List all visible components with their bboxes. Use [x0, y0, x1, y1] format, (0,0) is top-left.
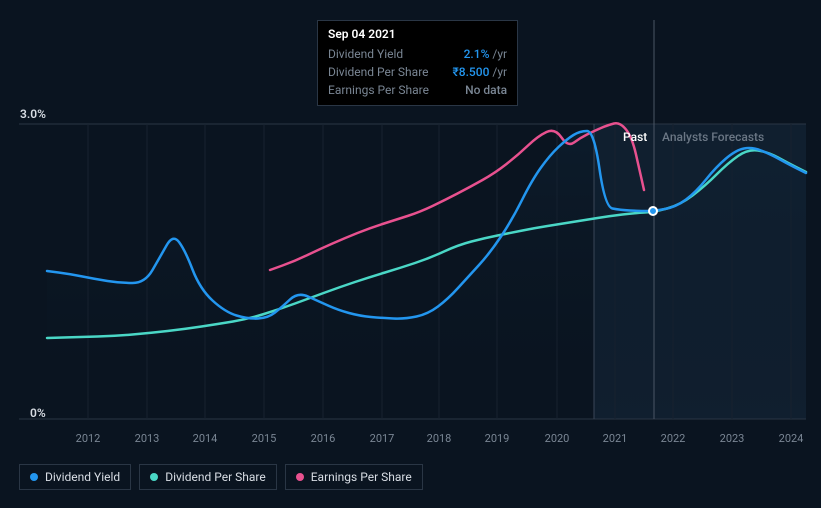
tooltip-row: Dividend Per Share₹8.500 /yr [328, 63, 507, 81]
legend: Dividend Yield Dividend Per Share Earnin… [19, 464, 423, 490]
x-axis-tick: 2012 [76, 432, 101, 445]
x-axis-tick: 2022 [661, 432, 686, 445]
tooltip-row: Dividend Yield2.1% /yr [328, 45, 507, 63]
x-axis-tick: 2016 [311, 432, 336, 445]
legend-item-earnings-per-share[interactable]: Earnings Per Share [285, 464, 423, 490]
x-axis-tick: 2013 [135, 432, 160, 445]
tooltip-row: Earnings Per ShareNo data [328, 81, 507, 99]
cursor-marker [648, 206, 658, 216]
tooltip: Sep 04 2021 Dividend Yield2.1% /yrDivide… [317, 20, 518, 106]
x-axis-tick: 2020 [545, 432, 570, 445]
section-label-past: Past [623, 130, 647, 144]
tooltip-date: Sep 04 2021 [328, 27, 507, 41]
legend-item-dividend-per-share[interactable]: Dividend Per Share [139, 464, 277, 490]
x-axis-tick: 2014 [193, 432, 218, 445]
legend-item-dividend-yield[interactable]: Dividend Yield [19, 464, 131, 490]
legend-dot [296, 473, 304, 481]
legend-label: Dividend Yield [45, 470, 120, 484]
legend-label: Dividend Per Share [165, 470, 266, 484]
x-axis-tick: 2021 [603, 432, 628, 445]
x-axis-tick: 2017 [370, 432, 395, 445]
x-axis-tick: 2018 [427, 432, 452, 445]
y-axis-top-label: 3.0% [20, 107, 46, 121]
legend-dot [30, 473, 38, 481]
y-axis-bottom-label: 0% [30, 406, 46, 420]
section-label-forecast: Analysts Forecasts [662, 130, 764, 144]
legend-label: Earnings Per Share [311, 470, 412, 484]
x-axis-tick: 2024 [779, 432, 804, 445]
x-axis-tick: 2019 [485, 432, 510, 445]
x-axis-tick: 2023 [720, 432, 745, 445]
legend-dot [150, 473, 158, 481]
x-axis-tick: 2015 [252, 432, 277, 445]
